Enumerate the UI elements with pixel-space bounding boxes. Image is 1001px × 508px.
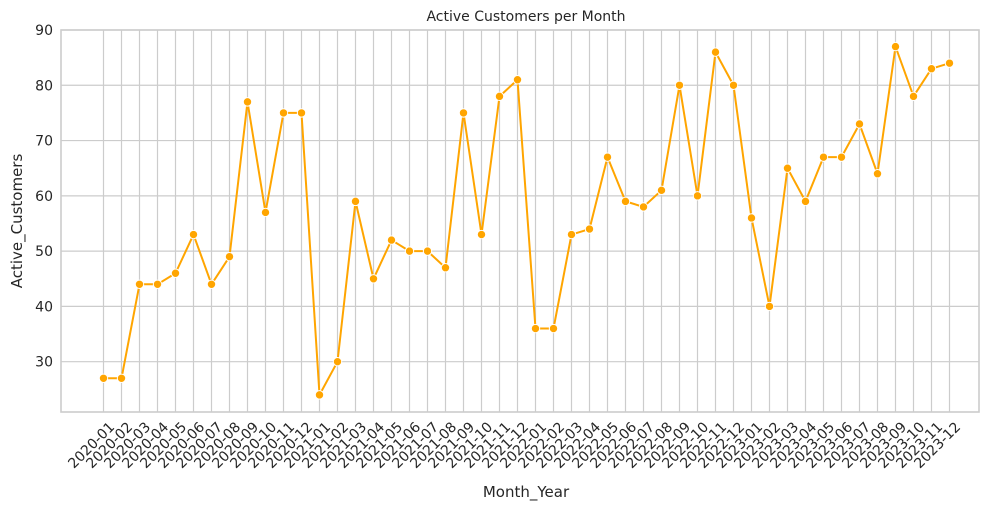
y-tick-label: 80: [35, 78, 53, 94]
data-point: [620, 196, 631, 207]
data-point: [548, 323, 559, 334]
series-line: [103, 45, 950, 396]
data-point: [836, 152, 847, 162]
data-point: [314, 390, 325, 400]
data-point: [296, 108, 307, 118]
data-point: [674, 80, 685, 90]
data-point: [350, 196, 361, 207]
y-tick-label: 90: [35, 23, 53, 39]
data-point: [152, 279, 163, 289]
data-point: [116, 373, 127, 383]
data-point: [890, 41, 901, 52]
data-point: [818, 152, 829, 162]
data-point: [746, 213, 757, 223]
data-point: [260, 207, 271, 218]
data-point: [566, 229, 577, 240]
data-point: [782, 163, 793, 173]
data-point: [692, 191, 703, 201]
y-tick-label: 50: [35, 244, 53, 260]
y-tick-labels: 30 40 50 60 70 80 90: [35, 23, 53, 371]
data-point: [476, 229, 487, 240]
data-point: [656, 185, 667, 196]
data-point: [278, 108, 289, 118]
data-point: [602, 152, 613, 162]
data-point: [764, 301, 775, 312]
y-tick-label: 60: [35, 189, 53, 205]
chart-title: Active Customers per Month: [426, 9, 625, 25]
data-point: [926, 63, 937, 74]
data-point: [512, 75, 523, 85]
y-tick-label: 30: [35, 355, 53, 371]
data-point: [908, 91, 919, 102]
data-point: [206, 279, 217, 289]
x-tick-labels: 2020-012020-022020-032020-042020-052020-…: [65, 419, 964, 472]
data-point: [944, 58, 955, 68]
y-tick-label: 70: [35, 134, 53, 150]
data-point: [440, 263, 451, 273]
data-point: [404, 246, 415, 256]
y-axis-label: Active_Customers: [8, 154, 27, 289]
data-point: [170, 268, 181, 278]
data-point: [728, 80, 739, 90]
y-tick-label: 40: [35, 299, 53, 315]
data-point: [242, 97, 253, 107]
data-point: [98, 373, 109, 383]
data-point: [332, 356, 343, 367]
data-point: [854, 119, 865, 129]
data-point: [530, 323, 541, 334]
data-point: [494, 91, 505, 102]
x-axis-label: Month_Year: [483, 483, 570, 502]
data-point: [638, 202, 649, 212]
data-point: [800, 196, 811, 207]
data-point: [710, 47, 721, 57]
plot-frame: [60, 29, 980, 413]
series-group: [98, 41, 955, 400]
data-point: [224, 251, 235, 262]
x-gridlines: [102, 30, 951, 412]
data-point: [584, 224, 595, 234]
data-point: [458, 108, 469, 118]
data-point: [368, 274, 379, 284]
data-point: [386, 235, 397, 245]
data-point: [134, 279, 145, 289]
data-point: [188, 229, 199, 240]
data-point: [872, 169, 883, 179]
data-point: [422, 246, 433, 256]
